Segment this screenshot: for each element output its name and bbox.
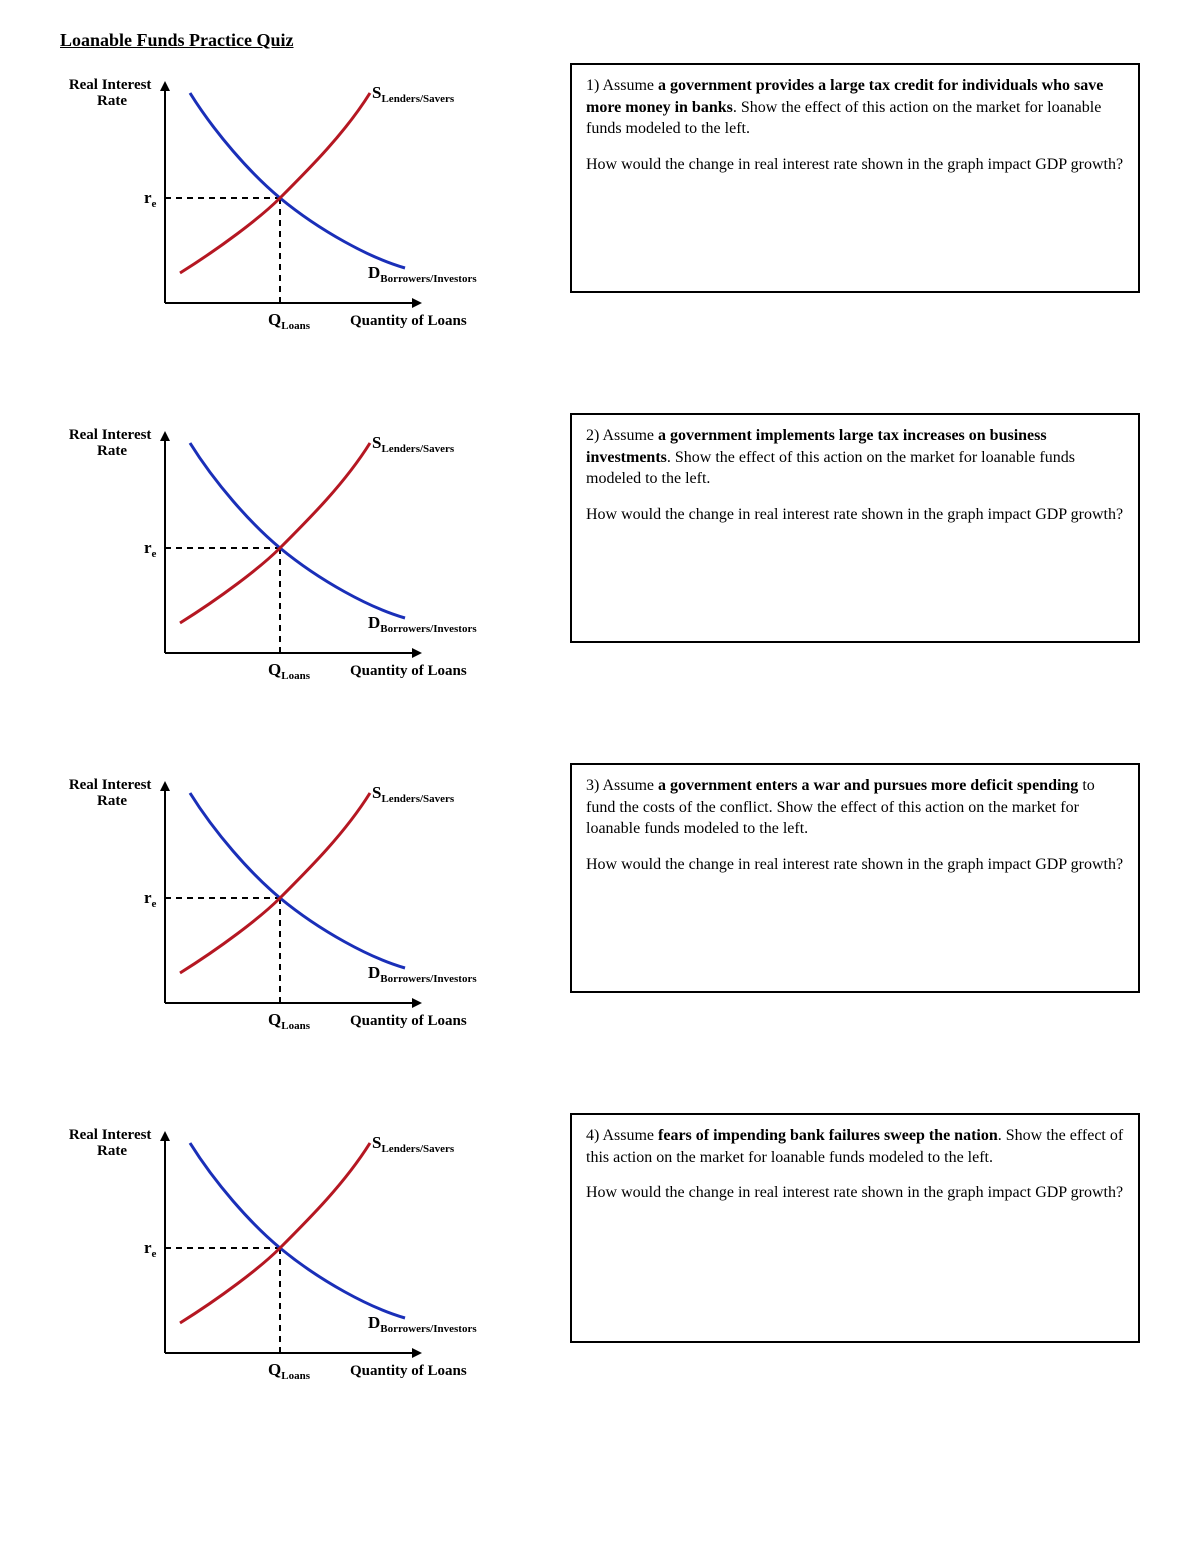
y-axis-label: Real Interest Rate <box>69 1127 155 1159</box>
question-prompt: 2) Assume a government implements large … <box>586 425 1124 490</box>
eq-qty-label: QLoans <box>268 310 311 332</box>
question-prompt: 4) Assume fears of impending bank failur… <box>586 1125 1124 1168</box>
demand-label: DBorrowers/Investors <box>368 613 477 635</box>
y-axis-arrow <box>160 1131 170 1141</box>
x-axis-label: Quantity of Loans <box>350 1363 467 1379</box>
supply-label: SLenders/Savers <box>372 783 455 805</box>
quiz-row: Real Interest Rate Quantity of Loans SLe… <box>60 63 1140 353</box>
question-bold: fears of impending bank failures sweep t… <box>658 1127 998 1144</box>
x-axis-arrow <box>412 1348 422 1358</box>
demand-label: DBorrowers/Investors <box>368 963 477 985</box>
x-axis-label: Quantity of Loans <box>350 313 467 329</box>
eq-qty-label: QLoans <box>268 1010 311 1032</box>
y-axis-arrow <box>160 81 170 91</box>
question-prompt: 3) Assume a government enters a war and … <box>586 775 1124 840</box>
eq-rate-label: re <box>144 1238 157 1260</box>
question-number: 1) <box>586 77 599 94</box>
quiz-row: Real Interest Rate Quantity of Loans SLe… <box>60 763 1140 1053</box>
question-lead: Assume <box>602 1127 658 1144</box>
x-axis-arrow <box>412 648 422 658</box>
chart-cell: Real Interest Rate Quantity of Loans SLe… <box>60 63 540 353</box>
question-lead: Assume <box>602 777 658 794</box>
question-box: 4) Assume fears of impending bank failur… <box>570 1113 1140 1343</box>
x-axis-arrow <box>412 998 422 1008</box>
supply-label: SLenders/Savers <box>372 1133 455 1155</box>
y-axis-arrow <box>160 781 170 791</box>
question-lead: Assume <box>602 77 658 94</box>
y-axis-label: Real Interest Rate <box>69 427 155 459</box>
question-follow: How would the change in real interest ra… <box>586 504 1124 526</box>
supply-label: SLenders/Savers <box>372 83 455 105</box>
demand-label: DBorrowers/Investors <box>368 1313 477 1335</box>
loanable-funds-chart: Real Interest Rate Quantity of Loans SLe… <box>60 763 520 1053</box>
x-axis-label: Quantity of Loans <box>350 1013 467 1029</box>
question-box: 2) Assume a government implements large … <box>570 413 1140 643</box>
question-box: 1) Assume a government provides a large … <box>570 63 1140 293</box>
loanable-funds-chart: Real Interest Rate Quantity of Loans SLe… <box>60 1113 520 1403</box>
y-axis-label: Real Interest Rate <box>69 77 155 109</box>
x-axis-arrow <box>412 298 422 308</box>
question-box: 3) Assume a government enters a war and … <box>570 763 1140 993</box>
chart-cell: Real Interest Rate Quantity of Loans SLe… <box>60 763 540 1053</box>
loanable-funds-chart: Real Interest Rate Quantity of Loans SLe… <box>60 413 520 703</box>
demand-label: DBorrowers/Investors <box>368 263 477 285</box>
y-axis-label: Real Interest Rate <box>69 777 155 809</box>
y-axis-arrow <box>160 431 170 441</box>
loanable-funds-chart: Real Interest Rate Quantity of Loans SLe… <box>60 63 520 353</box>
quiz-row: Real Interest Rate Quantity of Loans SLe… <box>60 1113 1140 1403</box>
question-follow: How would the change in real interest ra… <box>586 154 1124 176</box>
supply-label: SLenders/Savers <box>372 433 455 455</box>
quiz-row: Real Interest Rate Quantity of Loans SLe… <box>60 413 1140 703</box>
eq-qty-label: QLoans <box>268 660 311 682</box>
question-number: 2) <box>586 427 599 444</box>
question-number: 3) <box>586 777 599 794</box>
question-number: 4) <box>586 1127 599 1144</box>
question-follow: How would the change in real interest ra… <box>586 854 1124 876</box>
x-axis-label: Quantity of Loans <box>350 663 467 679</box>
question-bold: a government enters a war and pursues mo… <box>658 777 1078 794</box>
eq-rate-label: re <box>144 188 157 210</box>
eq-rate-label: re <box>144 888 157 910</box>
chart-cell: Real Interest Rate Quantity of Loans SLe… <box>60 1113 540 1403</box>
question-follow: How would the change in real interest ra… <box>586 1182 1124 1204</box>
chart-cell: Real Interest Rate Quantity of Loans SLe… <box>60 413 540 703</box>
question-prompt: 1) Assume a government provides a large … <box>586 75 1124 140</box>
page-title: Loanable Funds Practice Quiz <box>60 30 1140 51</box>
eq-rate-label: re <box>144 538 157 560</box>
question-lead: Assume <box>602 427 658 444</box>
eq-qty-label: QLoans <box>268 1360 311 1382</box>
